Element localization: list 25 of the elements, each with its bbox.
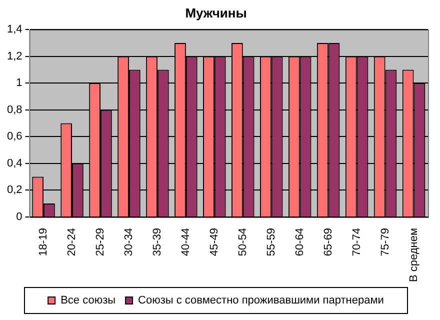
x-tick-label: 75-79 <box>379 228 392 256</box>
y-tick-label: 0,6 <box>6 130 22 143</box>
x-tick-label: 25-29 <box>94 228 107 256</box>
x-tick-label: 35-39 <box>151 228 164 256</box>
x-tick-label: 40-44 <box>180 228 192 256</box>
x-tick-label: 18-19 <box>38 228 50 256</box>
legend-label: Все союзы <box>60 294 116 307</box>
x-tick-label: В среднем <box>408 228 420 282</box>
x-tick-label: 30-34 <box>123 228 135 256</box>
y-tick-label: 0,4 <box>6 157 22 170</box>
x-tick-label: 60-64 <box>294 228 306 256</box>
chart-title: Мужчины <box>185 5 247 20</box>
x-tick-label: 20-24 <box>66 228 78 256</box>
y-tick-label: 0 <box>16 210 22 223</box>
y-tick-label: 0,2 <box>6 184 22 196</box>
legend-label: Союзы с совместно проживавшими партнерами <box>138 294 384 307</box>
y-tick-label: 1,2 <box>6 50 22 62</box>
x-tick-label: 65-69 <box>322 228 334 256</box>
y-tick-label: 1,4 <box>6 24 22 36</box>
x-tick-label: 50-54 <box>236 228 249 256</box>
x-tick-label: 70-74 <box>350 228 363 256</box>
y-tick-label: 0,8 <box>6 104 22 116</box>
x-tick-label: 55-59 <box>265 228 278 256</box>
y-tick-label: 1 <box>16 77 22 90</box>
x-tick-label: 45-49 <box>208 228 220 256</box>
